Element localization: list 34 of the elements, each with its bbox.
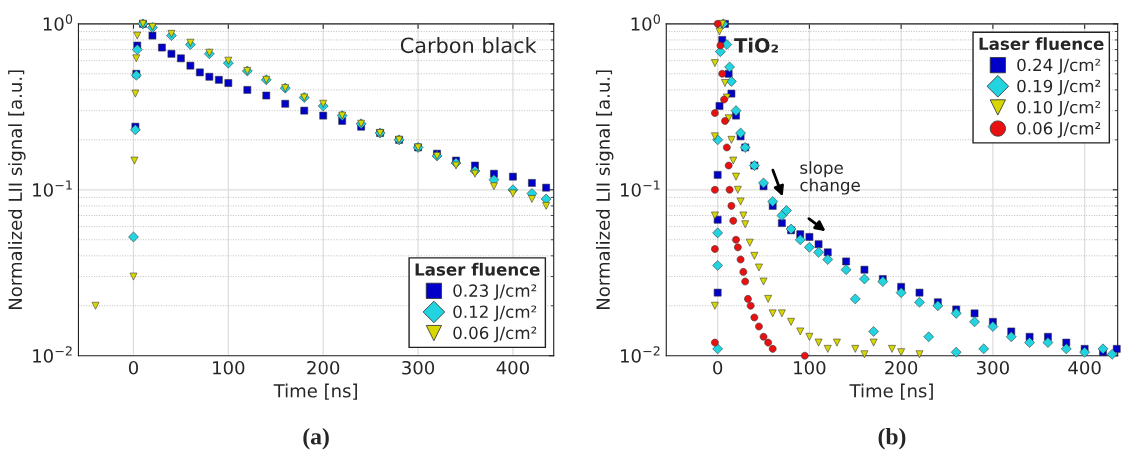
y-tick-label: 10$^{0}$ — [631, 14, 660, 31]
legend-title: Laser fluence — [979, 37, 1104, 51]
text: (b) — [878, 427, 906, 450]
text: (a) — [303, 427, 329, 450]
legend-label: 0.12 J/cm² — [453, 305, 537, 322]
x-tick-label: 100 — [213, 360, 245, 375]
x-tick-label: 100 — [794, 360, 826, 375]
legend-label: 0.06 J/cm² — [1017, 122, 1101, 138]
x-tick-label: 0 — [128, 360, 139, 375]
x-tick-label: 300 — [402, 360, 435, 375]
y-tick-label: 10$^{−1}$ — [620, 180, 660, 197]
text: TiO₂ — [734, 37, 778, 53]
legend-label: 0.10 J/cm² — [1017, 100, 1101, 117]
y-tick-label: 10$^{−1}$ — [33, 180, 72, 197]
x-axis-title: Time [ns] — [849, 383, 933, 400]
y-axis-title: Normalized LII signal [a.u.] — [8, 70, 26, 309]
y-tick-label: 10$^{0}$ — [43, 14, 73, 31]
y-axis-title: Normalized LII signal [a.u.] — [595, 70, 614, 309]
x-tick-label: 400 — [1068, 360, 1101, 375]
legend-label: 0.24 J/cm² — [1017, 58, 1101, 75]
y-tick-label: 10$^{−2}$ — [33, 346, 72, 363]
text: Carbon black — [400, 37, 537, 54]
legend-title: Laser fluence — [415, 262, 540, 276]
annotation: slope change — [800, 161, 860, 195]
legend-label: 0.23 J/cm² — [453, 284, 537, 300]
x-tick-label: 0 — [713, 360, 723, 375]
y-tick-label: 10$^{−2}$ — [620, 346, 660, 363]
x-tick-label: 400 — [496, 360, 529, 375]
x-tick-label: 200 — [307, 360, 340, 375]
legend-label: 0.19 J/cm² — [1017, 79, 1101, 96]
x-tick-label: 300 — [977, 360, 1009, 375]
x-tick-label: 200 — [885, 360, 918, 375]
legend-label: 0.06 J/cm² — [453, 326, 537, 343]
x-axis-title: Time [ns] — [273, 383, 357, 400]
